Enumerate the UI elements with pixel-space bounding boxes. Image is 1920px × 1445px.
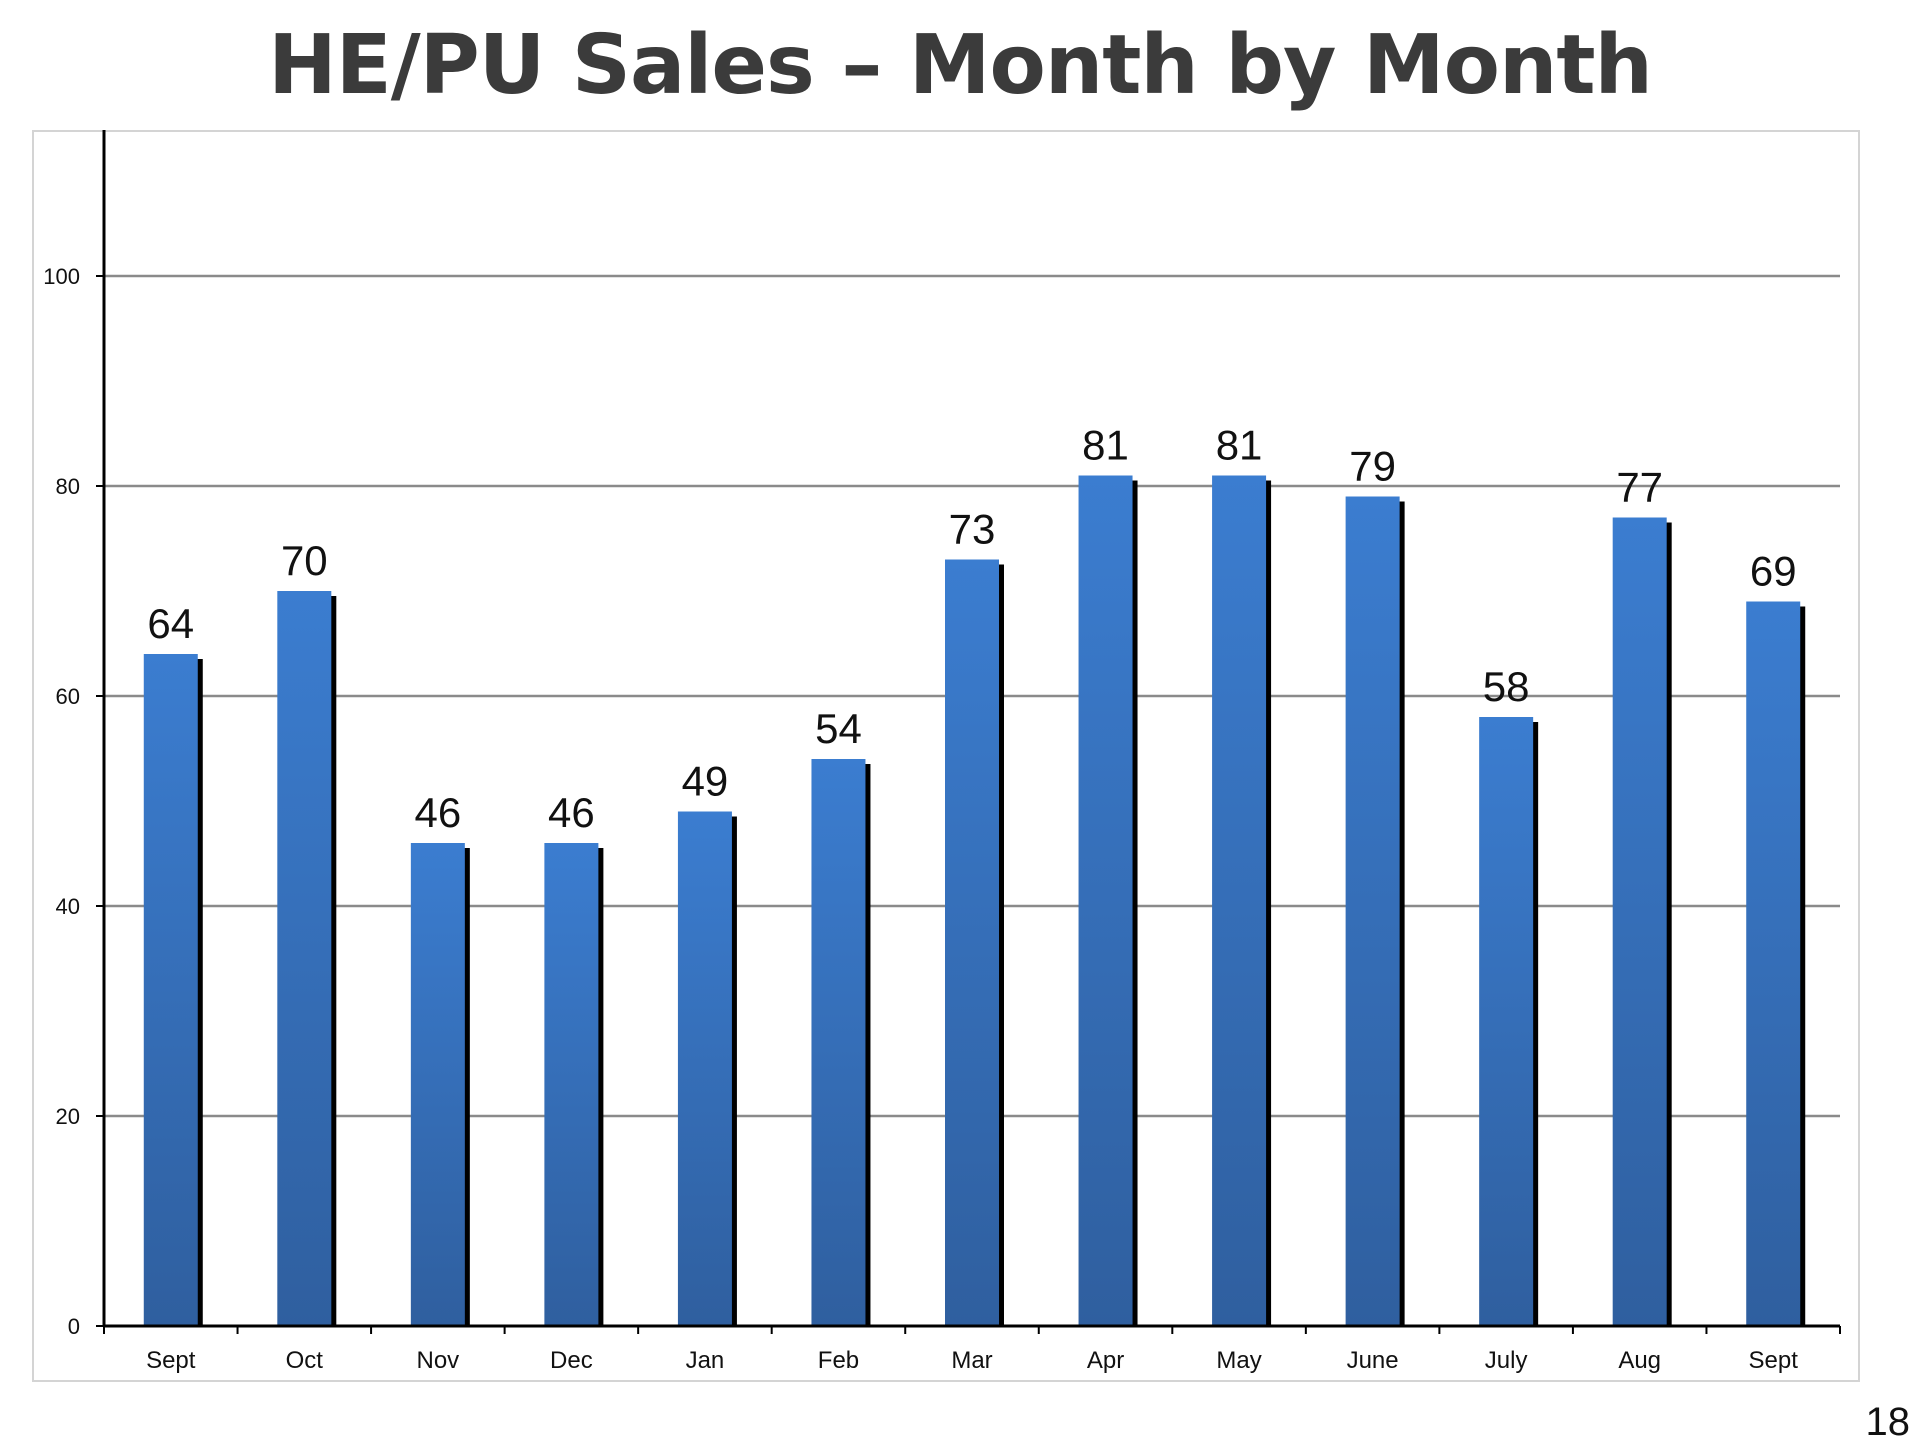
- bar-july: [1479, 717, 1534, 1326]
- data-label: 46: [548, 789, 595, 836]
- x-tick-label: July: [1485, 1347, 1528, 1374]
- bar-may: [1212, 475, 1267, 1326]
- bar-sept: [143, 654, 198, 1326]
- bars: [143, 475, 1806, 1326]
- bar-oct: [277, 591, 332, 1326]
- data-label: 70: [281, 537, 328, 584]
- bar-apr: [1078, 475, 1133, 1326]
- page-number: 18: [1865, 1400, 1911, 1444]
- x-tick-label: June: [1347, 1347, 1399, 1374]
- bar-jan: [677, 811, 732, 1326]
- slide-title: HE/PU Sales – Month by Month: [268, 18, 1653, 113]
- x-tick-label: May: [1216, 1347, 1261, 1374]
- y-tick-label: 20: [56, 1104, 80, 1129]
- bar-june: [1345, 496, 1400, 1326]
- data-label: 77: [1616, 464, 1663, 511]
- x-tick-label: Sept: [1749, 1347, 1799, 1374]
- data-labels: 64 70 46 46 49 54 73 81 81 79 58 77 69: [147, 422, 1796, 837]
- data-label: 54: [815, 705, 862, 752]
- x-tick-label: Feb: [818, 1347, 859, 1374]
- axes: 0 20 40 60 80 100 Sept Oct Nov Dec Jan Feb Mar Apr May…: [43, 130, 1841, 1374]
- data-label: 69: [1750, 548, 1797, 595]
- x-tick-label: Nov: [417, 1347, 460, 1374]
- x-tick-label: Aug: [1618, 1347, 1661, 1374]
- bar-aug: [1612, 517, 1667, 1326]
- y-tick-label: 40: [56, 894, 80, 919]
- y-tick-label: 80: [56, 474, 80, 499]
- bar-mar: [945, 559, 999, 1326]
- data-label: 81: [1082, 422, 1129, 469]
- x-tick-label: Jan: [686, 1347, 725, 1374]
- x-tick-label: Dec: [550, 1347, 593, 1374]
- y-tick-label: 0: [68, 1314, 80, 1339]
- data-label: 81: [1216, 422, 1263, 469]
- bar-sept: [1746, 601, 1801, 1326]
- x-tick-label: Mar: [951, 1347, 992, 1374]
- x-tick-label: Oct: [286, 1347, 324, 1374]
- data-label: 79: [1349, 443, 1396, 490]
- data-label: 49: [682, 758, 729, 805]
- data-label: 73: [949, 506, 996, 553]
- x-tick-label: Sept: [146, 1347, 196, 1374]
- bar-nov: [410, 843, 465, 1326]
- data-label: 58: [1483, 663, 1530, 710]
- x-tick-label: Apr: [1087, 1347, 1124, 1374]
- data-label: 46: [414, 789, 461, 836]
- data-label: 64: [147, 600, 194, 647]
- y-tick-label: 100: [43, 264, 80, 289]
- bar-feb: [811, 759, 866, 1326]
- bar-dec: [544, 843, 599, 1326]
- y-tick-label: 60: [56, 684, 80, 709]
